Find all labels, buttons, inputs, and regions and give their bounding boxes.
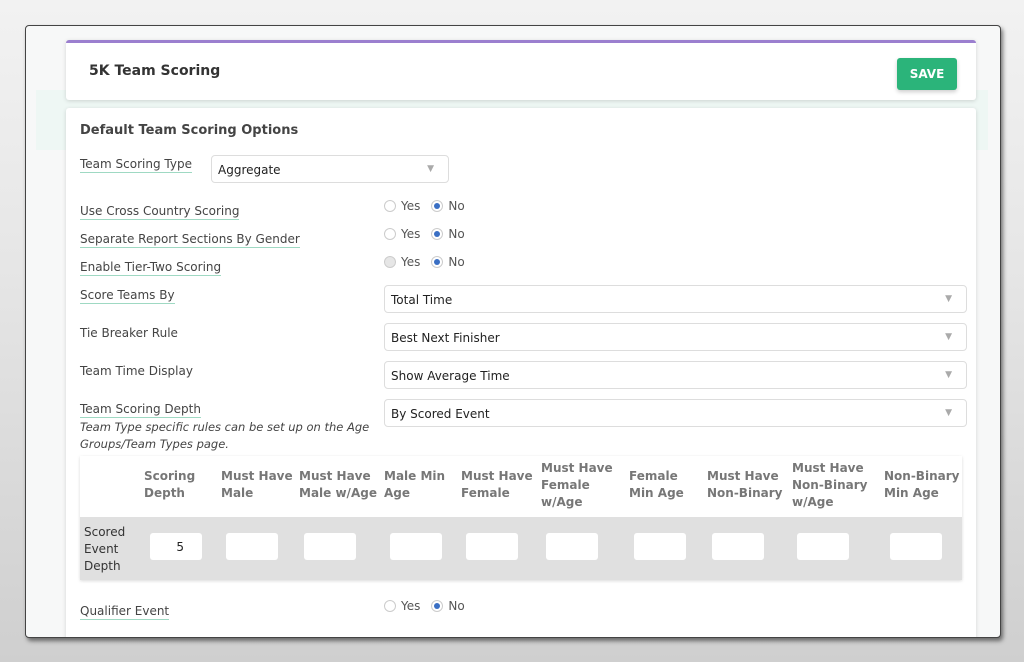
column-header: Must Have Non-Binary (707, 469, 783, 500)
browser-window: 5K Team Scoring SAVE Default Team Scorin… (25, 25, 1001, 638)
team-scoring-type-label: Team Scoring Type (80, 157, 192, 173)
column-header: Non-Binary Min Age (884, 469, 960, 500)
radio-no-label: No (448, 227, 465, 241)
radio-no-label: No (448, 199, 465, 213)
chevron-down-icon: ▼ (945, 332, 952, 342)
must-have-nonbinary-age-input[interactable] (797, 533, 849, 560)
table-row: Scored Event Depth (80, 517, 962, 580)
column-header: Must Have Male w/Age (299, 469, 377, 500)
radio-yes-label: Yes (401, 227, 421, 241)
chevron-down-icon: ▼ (945, 408, 952, 418)
radio-no[interactable] (431, 256, 444, 268)
qualifier-radio-group: Yes No (384, 599, 465, 613)
tie-breaker-label: Tie Breaker Rule (80, 326, 178, 340)
qualifier-event-label: Qualifier Event (80, 604, 170, 620)
radio-yes-label: Yes (401, 199, 421, 213)
team-scoring-depth-note: Team Type specific rules can be set up o… (80, 420, 370, 451)
must-have-female-age-input[interactable] (546, 533, 598, 560)
must-have-male-input[interactable] (226, 533, 278, 560)
column-header: Scoring Depth (144, 469, 196, 500)
modal-header: 5K Team Scoring SAVE (66, 40, 976, 100)
male-min-age-input[interactable] (390, 533, 442, 560)
team-scoring-form: Default Team Scoring Options Team Scorin… (66, 108, 976, 637)
scoring-depth-input[interactable] (150, 533, 202, 560)
score-teams-by-label: Score Teams By (80, 288, 175, 304)
modal-title: 5K Team Scoring (89, 63, 221, 79)
tier-two-radio-group: Yes No (384, 255, 465, 269)
section-heading: Default Team Scoring Options (80, 123, 299, 138)
radio-yes-label: Yes (401, 255, 421, 269)
female-min-age-input[interactable] (634, 533, 686, 560)
select-value: Best Next Finisher (391, 331, 500, 345)
nonbinary-min-age-input[interactable] (890, 533, 942, 560)
column-header: Must Have Female (461, 469, 533, 500)
select-value: Aggregate (218, 163, 281, 177)
chevron-down-icon: ▼ (945, 294, 952, 304)
radio-no[interactable] (431, 228, 444, 240)
radio-no[interactable] (431, 200, 444, 212)
select-value: By Scored Event (391, 407, 490, 421)
team-scoring-depth-label: Team Scoring Depth (80, 402, 201, 418)
chevron-down-icon: ▼ (427, 164, 434, 174)
select-value: Show Average Time (391, 369, 510, 383)
save-button[interactable]: SAVE (897, 58, 957, 90)
team-scoring-depth-select[interactable]: By Scored Event ▼ (384, 399, 967, 427)
radio-yes[interactable] (384, 600, 396, 612)
column-header: Female Min Age (629, 469, 684, 500)
column-header: Must Have Non-Binary w/Age (792, 461, 868, 509)
tie-breaker-select[interactable]: Best Next Finisher ▼ (384, 323, 967, 351)
tier-two-label: Enable Tier-Two Scoring (80, 260, 222, 276)
radio-yes-label: Yes (401, 599, 421, 613)
team-time-display-label: Team Time Display (80, 364, 193, 378)
cross-country-radio-group: Yes No (384, 199, 465, 213)
separate-gender-radio-group: Yes No (384, 227, 465, 241)
separate-gender-label: Separate Report Sections By Gender (80, 232, 300, 248)
cross-country-label: Use Cross Country Scoring (80, 204, 240, 220)
radio-yes[interactable] (384, 200, 396, 212)
team-time-display-select[interactable]: Show Average Time ▼ (384, 361, 967, 389)
scoring-depth-table: Scoring Depth Must Have Male Must Have M… (80, 456, 962, 580)
radio-yes[interactable] (384, 228, 396, 240)
row-label: Scored Event Depth (84, 525, 126, 573)
must-have-male-age-input[interactable] (304, 533, 356, 560)
column-header: Male Min Age (384, 469, 446, 500)
radio-no-label: No (448, 255, 465, 269)
must-have-nonbinary-input[interactable] (712, 533, 764, 560)
column-header: Must Have Male (221, 469, 293, 500)
chevron-down-icon: ▼ (945, 370, 952, 380)
select-value: Total Time (391, 293, 453, 307)
score-teams-by-select[interactable]: Total Time ▼ (384, 285, 967, 313)
must-have-female-input[interactable] (466, 533, 518, 560)
radio-no-label: No (448, 599, 465, 613)
column-header: Must Have Female w/Age (541, 461, 613, 509)
team-scoring-type-select[interactable]: Aggregate ▼ (211, 155, 449, 183)
radio-yes[interactable] (384, 256, 396, 268)
radio-no[interactable] (431, 600, 444, 612)
